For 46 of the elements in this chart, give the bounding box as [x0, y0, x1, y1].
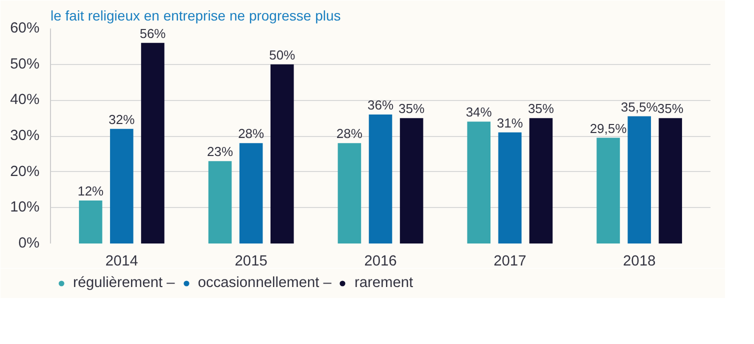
data-label: 35,5%	[620, 99, 658, 114]
data-label: 32%	[108, 112, 136, 127]
bar	[208, 161, 232, 244]
bar	[78, 200, 102, 244]
data-label: 12%	[78, 184, 104, 198]
x-tick-label: 2016	[364, 254, 397, 270]
y-tick-label: 0%	[18, 236, 40, 252]
legend-label: occasionnellement –	[198, 275, 332, 291]
bar	[596, 138, 620, 244]
data-label: 36%	[367, 98, 394, 112]
data-label: 35%	[657, 101, 684, 116]
bar	[338, 143, 362, 244]
bar	[239, 143, 263, 244]
x-tick-label: 2014	[105, 254, 138, 270]
y-tick-label: 30%	[10, 128, 40, 144]
y-tick-label: 60%	[10, 20, 40, 36]
data-label: 23%	[207, 144, 234, 160]
bar	[529, 118, 553, 244]
bar	[368, 114, 392, 244]
bar	[141, 42, 164, 244]
x-tick-label: 2015	[234, 254, 268, 270]
bar	[467, 122, 490, 244]
legend-label: régulièrement –	[73, 275, 175, 291]
bar	[400, 118, 424, 244]
x-tick-label: 2017	[494, 254, 526, 270]
bar	[270, 64, 294, 244]
bar	[110, 128, 134, 244]
data-label: 28%	[336, 126, 363, 142]
y-tick-label: 50%	[10, 56, 40, 72]
bar	[658, 118, 682, 244]
data-label: 35%	[398, 101, 426, 116]
data-label: 29,5%	[590, 120, 628, 136]
data-label: 35%	[528, 101, 554, 116]
y-tick-label: 20%	[10, 164, 40, 180]
y-tick-label: 40%	[10, 92, 40, 108]
data-label: 31%	[496, 115, 524, 130]
data-label: 50%	[269, 47, 296, 62]
data-label: 56%	[140, 26, 166, 41]
x-tick-label: 2018	[623, 254, 656, 270]
data-label: 34%	[466, 104, 492, 120]
legend-label: rarement	[354, 275, 414, 291]
chart-title: le fait religieux en entreprise ne progresse plus	[50, 8, 341, 24]
data-label: 28%	[238, 126, 265, 142]
bar	[498, 132, 522, 244]
bar	[628, 116, 651, 244]
y-tick-label: 10%	[10, 200, 40, 216]
